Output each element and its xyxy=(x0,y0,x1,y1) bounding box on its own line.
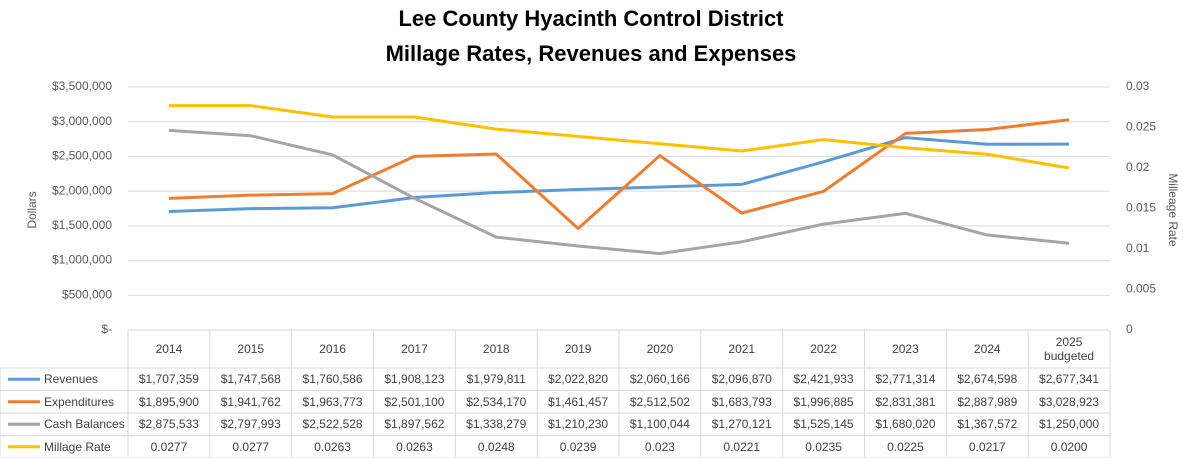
table-value: 0.0217 xyxy=(968,439,1006,454)
y2-tick-label: 0.02 xyxy=(1126,160,1150,174)
table-value: $2,022,820 xyxy=(548,372,609,387)
y-tick-label: $3,500,000 xyxy=(52,79,112,93)
table-value: 0.0263 xyxy=(314,439,351,454)
y2-axis-label: Milleage Rate xyxy=(1166,173,1180,247)
legend-label: Millage Rate xyxy=(44,439,111,454)
table-value: $1,338,279 xyxy=(466,417,527,432)
x-tick-label: 2014 xyxy=(155,342,183,356)
y2-tick-label: 0.005 xyxy=(1126,282,1156,296)
table-value: $1,525,145 xyxy=(793,417,854,432)
chart-subtitle: Millage Rates, Revenues and Expenses xyxy=(386,41,797,66)
table-value: $2,797,993 xyxy=(220,417,281,432)
table-value: $2,771,314 xyxy=(875,372,936,387)
y-tick-label: $2,500,000 xyxy=(52,149,112,163)
series-line xyxy=(168,118,1070,231)
table-value: $2,674,598 xyxy=(957,372,1018,387)
x-tick-label: 2018 xyxy=(482,342,510,356)
table-value: $1,895,900 xyxy=(138,394,199,409)
table-value: $1,747,568 xyxy=(220,372,281,387)
table-value: $1,979,811 xyxy=(466,372,526,387)
legend-label: Revenues xyxy=(44,372,99,387)
table-value: $2,096,870 xyxy=(711,372,772,387)
table-value: $2,677,341 xyxy=(1039,372,1100,387)
y2-tick-label: 0.015 xyxy=(1126,201,1156,215)
table-value: 0.0277 xyxy=(150,439,188,454)
table-value: $2,875,533 xyxy=(138,417,199,432)
table-value: $1,707,359 xyxy=(138,372,199,387)
x-tick-label: 2025 budgeted xyxy=(1044,335,1095,363)
x-tick-label: 2021 xyxy=(728,342,756,356)
table-value: $1,760,586 xyxy=(302,372,363,387)
x-tick-label: 2016 xyxy=(319,342,346,356)
y-tick-label: $2,000,000 xyxy=(52,183,112,197)
table-value: 0.0263 xyxy=(396,439,433,454)
x-tick-label: 2017 xyxy=(401,342,428,356)
table-value: 0.0235 xyxy=(805,439,842,454)
x-tick-label: 2024 xyxy=(973,342,1001,356)
y2-tick-label: 0.025 xyxy=(1126,120,1156,134)
table-value: 0.0248 xyxy=(477,439,515,454)
y2-tick-label: 0.03 xyxy=(1126,79,1150,93)
x-tick-label: 2020 xyxy=(646,342,674,356)
table-value: 0.0221 xyxy=(723,439,761,454)
y-tick-label: $3,000,000 xyxy=(52,114,112,128)
table-value: $2,512,502 xyxy=(629,394,690,409)
legend-label: Expenditures xyxy=(44,394,115,409)
table-value: 0.0200 xyxy=(1050,439,1088,454)
x-tick-label: 2022 xyxy=(810,342,837,356)
table-value: $1,963,773 xyxy=(302,394,363,409)
x-tick-label: 2023 xyxy=(892,342,919,356)
table-value: 0.023 xyxy=(644,439,675,454)
table-value: 0.0277 xyxy=(232,439,270,454)
series-line xyxy=(168,128,1070,256)
table-value: $1,250,000 xyxy=(1039,417,1100,432)
x-tick-label: 2019 xyxy=(564,342,592,356)
table-value: $1,908,123 xyxy=(384,372,445,387)
table-value: $2,522,528 xyxy=(302,417,363,432)
chart-title: Lee County Hyacinth Control District xyxy=(398,6,784,31)
table-value: $1,680,020 xyxy=(875,417,936,432)
y-tick-label: $- xyxy=(101,322,112,336)
table-value: 0.0225 xyxy=(887,439,924,454)
table-value: $1,897,562 xyxy=(384,417,445,432)
x-tick-label: 2015 xyxy=(237,342,265,356)
table-value: $2,501,100 xyxy=(384,394,445,409)
y-tick-label: $1,000,000 xyxy=(52,253,112,267)
table-value: $1,461,457 xyxy=(548,394,609,409)
table-value: $1,367,572 xyxy=(957,417,1018,432)
series-line xyxy=(168,104,1070,170)
y-tick-label: $500,000 xyxy=(62,287,112,301)
table-value: $2,831,381 xyxy=(875,394,936,409)
y2-tick-label: 0.01 xyxy=(1126,241,1150,255)
series-line xyxy=(168,136,1070,213)
y-axis-label: Dollars xyxy=(25,191,39,228)
table-value: $2,887,989 xyxy=(957,394,1018,409)
table-value: $1,683,793 xyxy=(711,394,772,409)
table-value: 0.0239 xyxy=(559,439,597,454)
table-value: $2,534,170 xyxy=(466,394,527,409)
legend-label: Cash Balances xyxy=(44,417,125,432)
table-value: $1,996,885 xyxy=(793,394,854,409)
table-value: $1,100,044 xyxy=(629,417,690,432)
table-value: $1,941,762 xyxy=(220,394,281,409)
table-value: $1,270,121 xyxy=(711,417,772,432)
table-value: $2,421,933 xyxy=(793,372,854,387)
y2-tick-label: 0 xyxy=(1126,322,1133,336)
y-tick-label: $1,500,000 xyxy=(52,218,112,232)
table-value: $2,060,166 xyxy=(629,372,690,387)
table-value: $3,028,923 xyxy=(1039,394,1100,409)
table-value: $1,210,230 xyxy=(548,417,609,432)
